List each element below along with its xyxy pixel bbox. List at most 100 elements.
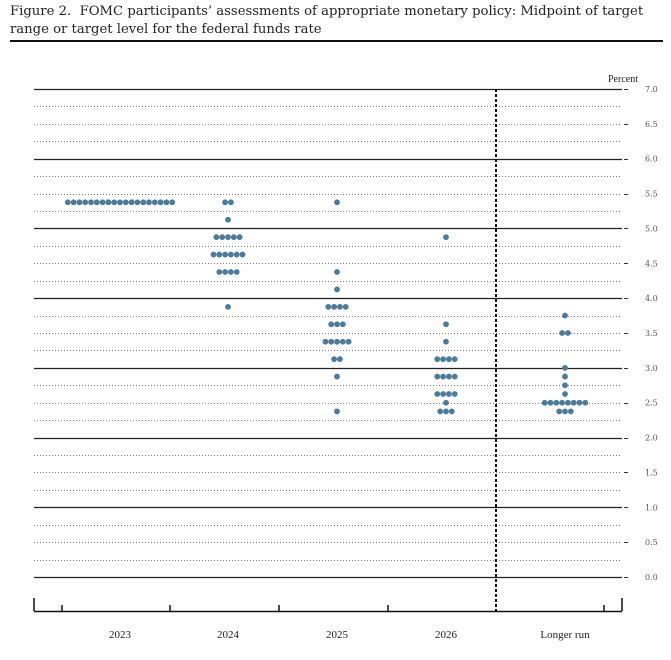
projection-dot: [325, 303, 332, 310]
projection-dot: [339, 321, 346, 328]
projection-dot: [111, 199, 118, 206]
projection-dot: [541, 399, 548, 406]
projection-dot: [559, 399, 565, 406]
projection-dot: [562, 382, 568, 389]
projection-dot: [562, 408, 568, 415]
projection-dot: [146, 199, 152, 206]
projection-dot: [93, 199, 100, 206]
projection-dot: [334, 321, 340, 328]
x-category-label: 2026: [435, 629, 458, 641]
projection-dot: [99, 199, 106, 206]
projection-dot: [334, 373, 340, 380]
projection-dot: [562, 364, 568, 371]
projection-dot: [553, 399, 560, 406]
projection-dot: [88, 199, 94, 206]
projection-dot: [443, 408, 449, 415]
projection-dot: [337, 303, 343, 310]
projection-dot: [443, 399, 449, 406]
projection-dot: [228, 199, 234, 206]
projection-dot: [446, 356, 452, 363]
projection-dot: [440, 391, 446, 397]
x-category-label: 2025: [326, 629, 349, 641]
projection-dot: [216, 251, 223, 258]
projection-dot: [451, 356, 458, 363]
y-tick-label: 7.0: [645, 85, 658, 94]
y-tick-label: 4.5: [645, 259, 658, 268]
projection-dot: [440, 373, 446, 380]
projection-dot: [213, 234, 220, 241]
projection-dot: [339, 338, 346, 345]
projection-dot: [140, 199, 147, 206]
projection-dot: [334, 269, 340, 275]
y-tick-label: 5.5: [645, 190, 658, 199]
projection-dot: [434, 356, 441, 363]
y-tick-label: 2.5: [645, 399, 658, 408]
projection-dot: [342, 303, 349, 310]
x-category-label: 2023: [109, 629, 132, 641]
projection-dot: [437, 408, 444, 415]
projection-dot: [105, 199, 112, 206]
projection-dot: [134, 199, 141, 206]
projection-dot: [216, 269, 223, 275]
projection-dot: [157, 199, 164, 206]
projection-dot: [451, 373, 458, 380]
projection-dot: [76, 199, 83, 206]
projection-dot: [328, 338, 335, 345]
y-tick-label: 3.5: [645, 329, 658, 338]
y-tick-label: 2.0: [645, 434, 658, 443]
projection-dot: [228, 251, 234, 258]
projection-dot: [225, 303, 231, 310]
y-tick-label: 1.0: [645, 503, 658, 512]
projection-dot: [440, 356, 446, 363]
dots: [64, 199, 589, 415]
projection-dot: [446, 373, 452, 380]
projection-dot: [567, 408, 574, 415]
projection-dot: [334, 338, 340, 345]
projection-dot: [331, 356, 337, 363]
projection-dot: [128, 199, 135, 206]
projection-dot: [236, 234, 243, 241]
projection-dot: [334, 408, 340, 415]
x-axis: [33, 598, 623, 613]
projection-dot: [562, 312, 568, 319]
projection-dot: [239, 251, 246, 258]
projection-dot: [451, 391, 458, 397]
y-tick-label: 4.0: [645, 294, 658, 303]
projection-dot: [562, 391, 568, 397]
projection-dot: [559, 330, 565, 336]
projection-dot: [443, 338, 449, 345]
projection-dot: [70, 199, 77, 206]
projection-dot: [446, 391, 452, 397]
projection-dot: [230, 234, 237, 241]
projection-dot: [570, 399, 577, 406]
y-axis-tick-labels: 7.0 6.5 6.0 5.5 5.0 4.5 4.0 3.5 3.0 2.5 2.0 1.5 1.0 0…: [645, 85, 658, 582]
y-tick-label: 6.0: [645, 155, 658, 164]
projection-dot: [228, 269, 234, 275]
projection-dot: [565, 330, 571, 336]
projection-dot: [576, 399, 583, 406]
y-tick-label: 0.5: [645, 538, 658, 547]
figure-label: Figure 2.: [10, 4, 72, 19]
projection-dot: [443, 321, 449, 328]
projection-dot: [448, 408, 455, 415]
y-tick-label: 5.0: [645, 224, 658, 233]
y-tick-label: 0.0: [645, 573, 658, 582]
projection-dot: [328, 321, 335, 328]
figure-caption: Figure 2. FOMC participants’ assessments…: [10, 3, 660, 38]
projection-dot: [547, 399, 554, 406]
projection-dot: [434, 373, 441, 380]
projection-dot: [582, 399, 589, 406]
projection-dot: [219, 234, 226, 241]
projection-dot: [322, 338, 329, 345]
projection-dot: [233, 251, 240, 258]
projection-dot: [443, 234, 449, 241]
projection-dot: [345, 338, 352, 345]
projection-dot: [225, 216, 231, 223]
projection-dot: [222, 269, 229, 275]
x-axis-category-labels: 2023 2024 2025 2026 Longer run: [109, 629, 590, 641]
projection-dot: [122, 199, 129, 206]
projection-dot: [233, 269, 240, 275]
projection-dot: [565, 399, 571, 406]
y-tick-label: 3.0: [645, 364, 658, 373]
